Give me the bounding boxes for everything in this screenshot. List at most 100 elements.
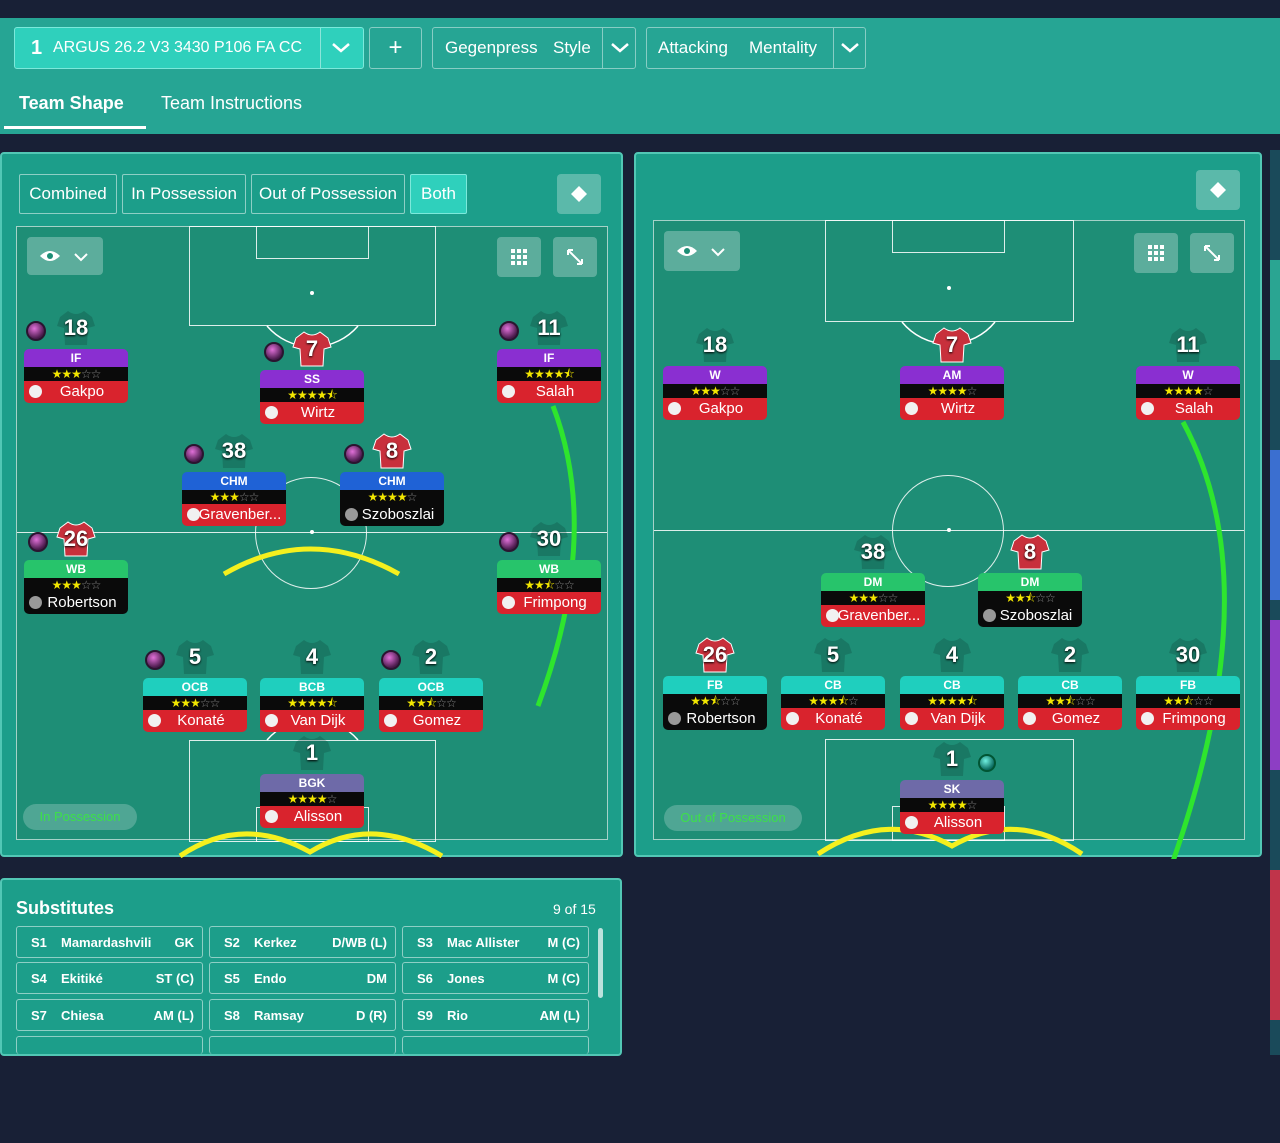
tactic-selector[interactable]: 1 ARGUS 26.2 V3 3430 P106 FA CC [14, 27, 364, 69]
substitute-s4[interactable]: S4 Ekitiké ST (C) [16, 962, 203, 994]
substitute-row-partial[interactable] [209, 1036, 396, 1054]
substitute-s3[interactable]: S3 Mac Allister M (C) [402, 926, 589, 958]
expand-button[interactable] [1190, 233, 1234, 273]
player-card-frimpong[interactable]: 30 WB ★★⯪☆☆ Frimpong [497, 522, 601, 620]
player-card-alisson[interactable]: 1 BGK ★★★★☆ Alisson [260, 736, 364, 834]
player-card-szoboszlai[interactable]: 8 CHM ★★★★☆ Szoboszlai [340, 433, 444, 532]
filter-out-of-possession[interactable]: Out of Possession [251, 174, 405, 214]
diamond-button[interactable] [1196, 170, 1240, 210]
goal-box-top [256, 226, 369, 259]
view-toggle-button[interactable] [664, 231, 740, 271]
chevron-down-icon[interactable] [609, 41, 631, 55]
player-position: DM [821, 573, 925, 591]
player-name: Van Dijk [930, 710, 986, 727]
player-role-orb-icon[interactable] [381, 650, 401, 670]
substitute-s9[interactable]: S9 Rio AM (L) [402, 999, 589, 1031]
chevron-down-icon[interactable] [839, 41, 861, 55]
shirt-placeholder-icon [1168, 326, 1208, 364]
player-card-salah[interactable]: 11 IF ★★★★⯪ Salah [497, 311, 601, 409]
chevron-down-icon [74, 253, 88, 262]
player-card-konat[interactable]: 5 CB ★★★⯪☆ Konaté [781, 638, 885, 736]
tab-team-shape[interactable]: Team Shape [19, 93, 124, 113]
player-card-wirtz[interactable]: 7 SS ★★★★⯪ Wirtz [260, 331, 364, 430]
substitute-row-partial[interactable] [402, 1036, 589, 1054]
shirt-placeholder-icon [214, 432, 254, 470]
player-role-orb-icon[interactable] [499, 321, 519, 341]
player-role-orb-icon[interactable] [264, 342, 284, 362]
player-name-bar: Gakpo [24, 381, 128, 403]
person-icon [502, 596, 515, 609]
player-role-orb-icon[interactable] [344, 444, 364, 464]
player-name-bar: Frimpong [497, 592, 601, 614]
person-icon [29, 596, 42, 609]
diamond-button[interactable] [557, 174, 601, 214]
person-icon [384, 714, 397, 727]
player-card-wirtz[interactable]: 7 AM ★★★★☆ Wirtz [900, 327, 1004, 426]
substitutes-scrollbar[interactable] [598, 928, 603, 998]
player-role-orb-icon[interactable] [184, 444, 204, 464]
substitute-s7[interactable]: S7 Chiesa AM (L) [16, 999, 203, 1031]
player-role-orb-icon[interactable] [145, 650, 165, 670]
player-card-robertson[interactable]: 26 WB ★★★☆☆ Robertson [24, 521, 128, 620]
player-card-gomez[interactable]: 2 OCB ★★⯪☆☆ Gomez [379, 640, 483, 738]
player-rating-stars: ★★⯪☆☆ [1018, 694, 1122, 708]
player-number: 11 [1176, 332, 1200, 357]
substitute-s5[interactable]: S5 Endo DM [209, 962, 396, 994]
tab-team-instructions[interactable]: Team Instructions [161, 93, 303, 113]
player-role-orb-icon[interactable] [499, 532, 519, 552]
person-icon [345, 508, 358, 521]
add-tactic-button[interactable]: + [369, 27, 422, 69]
player-card-gakpo[interactable]: 18 IF ★★★☆☆ Gakpo [24, 311, 128, 409]
style-selector[interactable]: Gegenpress Style [432, 27, 636, 69]
chevron-down-icon[interactable] [330, 41, 352, 55]
player-role-orb-icon[interactable] [26, 321, 46, 341]
player-name: Gravenber... [198, 506, 282, 523]
player-card-konat[interactable]: 5 OCB ★★★☆☆ Konaté [143, 640, 247, 738]
style-label: Style [553, 38, 591, 57]
substitute-s2[interactable]: S2 Kerkez D/WB (L) [209, 926, 396, 958]
grid-button[interactable] [1134, 233, 1178, 273]
substitute-s6[interactable]: S6 Jones M (C) [402, 962, 589, 994]
player-position: IF [24, 349, 128, 367]
player-name-bar: Salah [497, 381, 601, 403]
player-name-bar: Wirtz [900, 398, 1004, 420]
player-card-gomez[interactable]: 2 CB ★★⯪☆☆ Gomez [1018, 638, 1122, 736]
player-card-alisson[interactable]: 1 SK ★★★★☆ Alisson [900, 742, 1004, 840]
player-name: Szoboszlai [361, 506, 435, 523]
substitute-s8[interactable]: S8 Ramsay D (R) [209, 999, 396, 1031]
sub-name: Ekitiké [61, 971, 103, 986]
grid-button[interactable] [497, 237, 541, 277]
player-position: CB [1018, 676, 1122, 694]
player-position: W [1136, 366, 1240, 384]
player-position: AM [900, 366, 1004, 384]
player-card-vandijk[interactable]: 4 BCB ★★★★⯪ Van Dijk [260, 640, 364, 738]
player-card-robertson[interactable]: 26 FB ★★⯪☆☆ Robertson [663, 637, 767, 736]
substitute-s1[interactable]: S1 Mamardashvili GK [16, 926, 203, 958]
player-role-orb-icon[interactable] [28, 532, 48, 552]
player-card-vandijk[interactable]: 4 CB ★★★★⯪ Van Dijk [900, 638, 1004, 736]
filter-combined[interactable]: Combined [19, 174, 117, 214]
view-toggle-button[interactable] [27, 237, 103, 275]
person-icon [826, 609, 839, 622]
filter-in-possession[interactable]: In Possession [122, 174, 246, 214]
player-card-gravenber[interactable]: 38 DM ★★★☆☆ Gravenber... [821, 535, 925, 633]
player-card-salah[interactable]: 11 W ★★★★☆ Salah [1136, 328, 1240, 426]
person-icon [265, 810, 278, 823]
player-card-frimpong[interactable]: 30 FB ★★⯪☆☆ Frimpong [1136, 638, 1240, 736]
player-position: WB [497, 560, 601, 578]
expand-button[interactable] [553, 237, 597, 277]
player-rating-stars: ★★⯪☆☆ [497, 578, 601, 592]
out-of-possession-badge: Out of Possession [664, 805, 802, 831]
player-name-bar: Konaté [781, 708, 885, 730]
filter-both[interactable]: Both [410, 174, 467, 214]
player-card-gakpo[interactable]: 18 W ★★★☆☆ Gakpo [663, 328, 767, 426]
player-name: Frimpong [523, 594, 587, 611]
player-card-gravenber[interactable]: 38 CHM ★★★☆☆ Gravenber... [182, 434, 286, 532]
shirt-placeholder-icon [853, 533, 893, 571]
player-name: Wirtz [940, 400, 976, 417]
player-name-bar: Gomez [1018, 708, 1122, 730]
player-rating-stars: ★★★☆☆ [182, 490, 286, 504]
substitute-row-partial[interactable] [16, 1036, 203, 1054]
player-card-szoboszlai[interactable]: 8 DM ★★⯪☆☆ Szoboszlai [978, 534, 1082, 633]
mentality-selector[interactable]: Attacking Mentality [646, 27, 866, 69]
